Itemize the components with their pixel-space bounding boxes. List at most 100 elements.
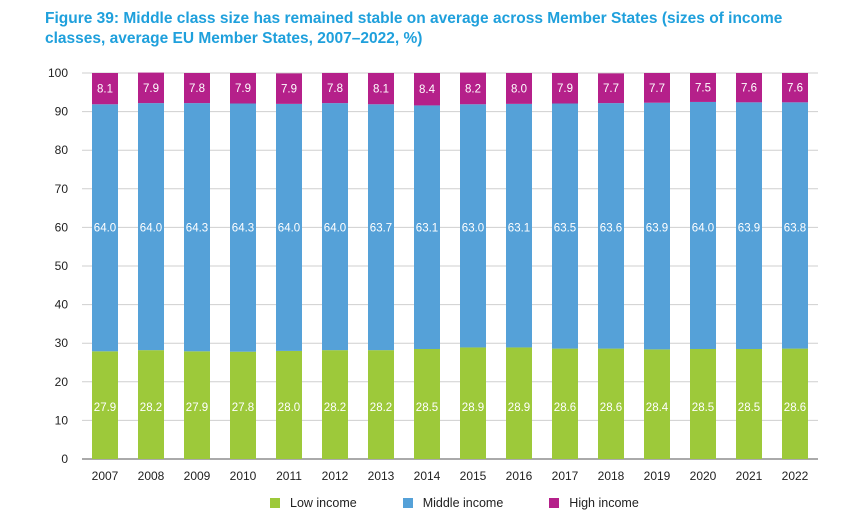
data-label-low-income-2011: 28.0 (278, 402, 300, 414)
bar-high-income-2020 (690, 73, 716, 102)
bar-high-income-2007 (92, 73, 118, 105)
x-tick-label-2016: 2016 (506, 469, 533, 483)
data-label-middle-income-2020: 64.0 (692, 222, 714, 234)
x-tick-label-2019: 2019 (644, 469, 671, 483)
bar-low-income-2009 (184, 351, 210, 459)
x-tick-label-2014: 2014 (414, 469, 441, 483)
data-label-middle-income-2014: 63.1 (416, 222, 438, 234)
x-tick-label-2017: 2017 (552, 469, 579, 483)
data-label-middle-income-2017: 63.5 (554, 222, 576, 234)
bar-middle-income-2017 (552, 103, 578, 349)
x-tick-label-2009: 2009 (184, 469, 211, 483)
bar-middle-income-2011 (276, 103, 302, 351)
data-label-middle-income-2011: 64.0 (278, 222, 300, 234)
x-tick-label-2021: 2021 (736, 469, 763, 483)
data-label-low-income-2014: 28.5 (416, 402, 438, 414)
bar-low-income-2014 (414, 348, 440, 459)
data-label-middle-income-2021: 63.9 (738, 222, 760, 234)
y-axis: 0 10 20 30 40 50 60 70 80 90 100 (48, 66, 68, 466)
data-label-middle-income-2012: 64.0 (324, 222, 346, 234)
y-tick-label-10: 10 (55, 413, 69, 427)
y-tick-label-40: 40 (55, 298, 69, 312)
y-tick-label-50: 50 (55, 259, 69, 273)
legend-swatch-middle-income (402, 498, 413, 508)
bar-low-income-2019 (644, 349, 670, 459)
data-label-low-income-2009: 27.9 (186, 402, 208, 414)
bar-middle-income-2007 (92, 104, 118, 352)
bar-low-income-2018 (598, 348, 624, 459)
x-tick-label-2015: 2015 (460, 469, 487, 483)
y-tick-label-80: 80 (55, 143, 69, 157)
legend-item-high-income: High income (549, 496, 639, 510)
data-label-middle-income-2007: 64.0 (94, 222, 116, 234)
bar-high-income-2015 (460, 72, 486, 105)
data-label-high-income-2021: 7.6 (741, 83, 757, 95)
x-tick-label-2007: 2007 (92, 469, 119, 483)
bar-low-income-2007 (92, 351, 118, 459)
bar-middle-income-2019 (644, 102, 670, 350)
data-label-high-income-2011: 7.9 (281, 84, 297, 96)
data-label-high-income-2013: 8.1 (373, 84, 389, 96)
data-label-high-income-2019: 7.7 (649, 83, 665, 95)
x-tick-label-2013: 2013 (368, 469, 395, 483)
data-label-high-income-2007: 8.1 (97, 84, 113, 96)
data-label-low-income-2015: 28.9 (462, 402, 484, 414)
bar-middle-income-2022 (782, 102, 808, 349)
data-label-low-income-2017: 28.6 (554, 402, 576, 414)
x-tick-label-2012: 2012 (322, 469, 349, 483)
y-tick-label-100: 100 (48, 66, 68, 80)
x-tick-label-2020: 2020 (690, 469, 717, 483)
data-label-low-income-2020: 28.5 (692, 402, 714, 414)
x-axis: 2007 2008 2009 2010 2011 2012 2013 2014 2015 2016… (92, 469, 809, 483)
data-label-low-income-2010: 27.8 (232, 402, 254, 414)
bar-high-income-2008 (138, 72, 164, 104)
bar-high-income-2011 (276, 73, 302, 104)
bar-middle-income-2016 (506, 103, 532, 348)
x-tick-label-2010: 2010 (230, 469, 257, 483)
x-tick-label-2018: 2018 (598, 469, 625, 483)
legend-label-low-income: Low income (290, 496, 357, 510)
data-label-low-income-2008: 28.2 (140, 402, 162, 414)
data-label-low-income-2007: 27.9 (94, 402, 116, 414)
bar-middle-income-2018 (598, 103, 624, 349)
bar-middle-income-2009 (184, 103, 210, 352)
data-label-low-income-2022: 28.6 (784, 402, 806, 414)
bars: 27.9 64.0 8.1 28.2 64.0 7.9 27.9 64.3 7.8 27.8 64.… (92, 72, 808, 459)
bar-low-income-2015 (460, 347, 486, 459)
bar-high-income-2019 (644, 73, 670, 103)
data-label-low-income-2018: 28.6 (600, 402, 622, 414)
y-tick-label-90: 90 (55, 105, 69, 119)
bar-high-income-2018 (598, 73, 624, 104)
bar-middle-income-2010 (230, 103, 256, 352)
data-label-middle-income-2015: 63.0 (462, 222, 484, 234)
bar-high-income-2022 (782, 73, 808, 103)
data-label-middle-income-2008: 64.0 (140, 222, 162, 234)
x-tick-label-2011: 2011 (276, 469, 302, 483)
bar-high-income-2012 (322, 73, 348, 104)
data-label-low-income-2013: 28.2 (370, 402, 392, 414)
bar-middle-income-2021 (736, 102, 762, 349)
bar-high-income-2014 (414, 73, 440, 106)
bar-low-income-2010 (230, 351, 256, 459)
data-label-low-income-2021: 28.5 (738, 402, 760, 414)
data-label-middle-income-2018: 63.6 (600, 222, 622, 234)
bar-middle-income-2013 (368, 104, 394, 351)
data-label-middle-income-2009: 64.3 (186, 222, 208, 234)
legend-swatch-low-income (270, 498, 280, 508)
data-label-middle-income-2019: 63.9 (646, 222, 668, 234)
data-label-high-income-2017: 7.9 (557, 83, 573, 95)
data-label-high-income-2009: 7.8 (189, 83, 205, 95)
bar-high-income-2009 (184, 73, 210, 104)
bar-low-income-2016 (506, 347, 532, 459)
bar-high-income-2010 (230, 73, 256, 104)
legend-label-middle-income: Middle income (422, 496, 504, 510)
bar-low-income-2013 (368, 350, 394, 459)
y-tick-label-70: 70 (55, 182, 69, 196)
bar-low-income-2020 (690, 348, 716, 459)
legend-label-high-income: High income (569, 496, 639, 510)
bar-middle-income-2008 (138, 103, 164, 351)
data-label-low-income-2016: 28.9 (508, 402, 530, 414)
data-label-high-income-2022: 7.6 (787, 83, 803, 95)
bar-middle-income-2012 (322, 103, 348, 351)
data-label-middle-income-2010: 64.3 (232, 222, 254, 234)
